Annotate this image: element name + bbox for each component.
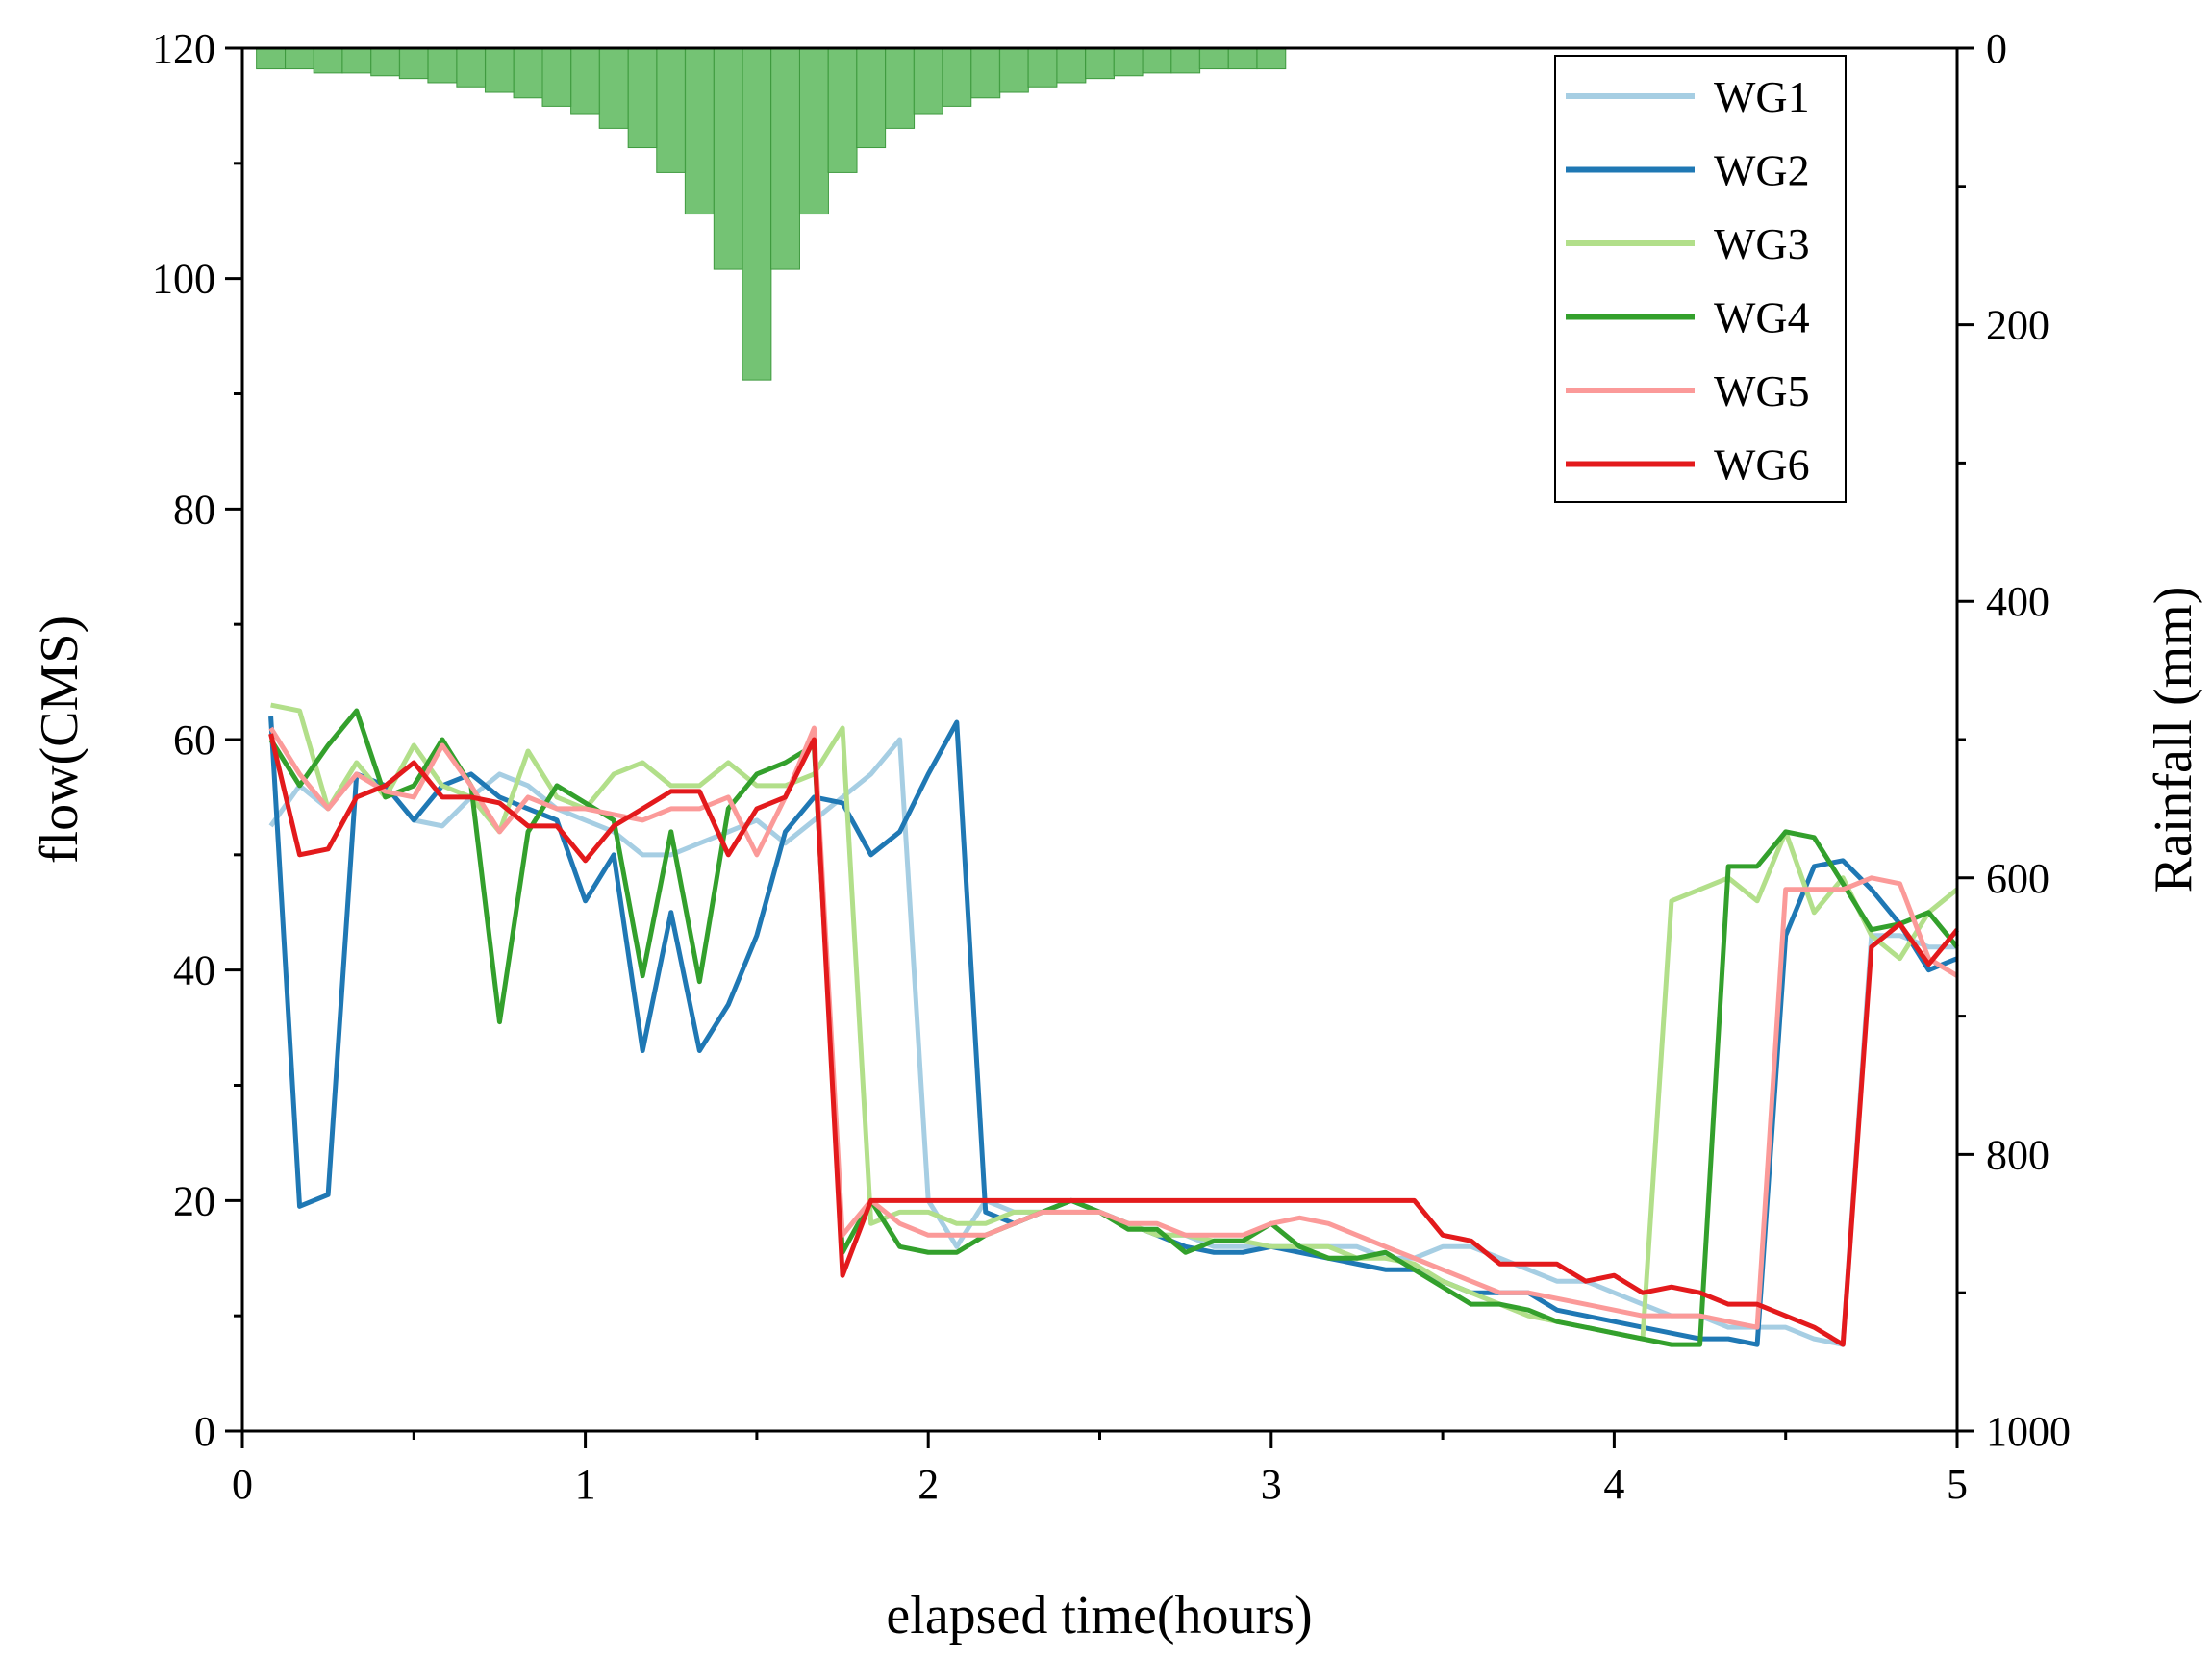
- x-tick-label: 1: [575, 1461, 596, 1508]
- rain-bar: [1198, 47, 1229, 70]
- x-tick-label: 2: [917, 1461, 939, 1508]
- x-tick-label: 4: [1603, 1461, 1624, 1508]
- rain-bar: [1113, 47, 1144, 77]
- rain-bar: [742, 47, 772, 381]
- left-axis-ticks: 0 20 40 60 80 100 120: [152, 25, 242, 1455]
- rain-bar: [885, 47, 916, 129]
- rain-bar: [1056, 47, 1087, 84]
- y2-tick-label: 400: [1986, 578, 2049, 625]
- rain-bar: [770, 47, 800, 270]
- y-tick-label: 0: [194, 1408, 215, 1455]
- rain-bar: [598, 47, 629, 129]
- legend-label-wg3: WG3: [1714, 219, 1810, 268]
- rain-bar: [856, 47, 887, 149]
- x-tick-label: 0: [232, 1461, 253, 1508]
- rain-bar: [1085, 47, 1115, 80]
- series-line-wg4: [268, 708, 1959, 1347]
- rain-bar: [998, 47, 1029, 93]
- rain-bar: [627, 47, 658, 149]
- x-axis-title: elapsed time(hours): [886, 1586, 1312, 1645]
- y-tick-label: 40: [173, 947, 215, 994]
- rain-bar: [484, 47, 515, 93]
- legend-box: [1554, 55, 1847, 503]
- flow-series: [268, 702, 1959, 1347]
- rain-bar: [541, 47, 572, 107]
- rain-bar: [513, 47, 543, 99]
- rain-bar: [1170, 47, 1201, 74]
- y2-axis-title: Rainfall (mm): [2144, 587, 2203, 893]
- rain-bar: [1256, 47, 1287, 70]
- y2-tick-label: 800: [1986, 1131, 2049, 1178]
- rain-bar: [570, 47, 601, 115]
- rain-bar: [656, 47, 687, 173]
- rain-bar: [313, 47, 343, 74]
- rain-bar: [827, 47, 858, 173]
- right-axis-ticks: 0 200 400 600 800 1000: [1957, 25, 2071, 1455]
- rain-bar: [341, 47, 372, 74]
- rain-bar: [456, 47, 487, 88]
- rain-bar: [370, 47, 401, 77]
- legend-label-wg1: WG1: [1714, 72, 1810, 121]
- bottom-axis-ticks: 0 1 2 3 4 5: [232, 1431, 1968, 1508]
- legend-label-wg4: WG4: [1714, 293, 1810, 342]
- legend-label-wg2: WG2: [1714, 146, 1810, 195]
- rain-bar: [1027, 47, 1058, 88]
- y-tick-label: 100: [152, 256, 215, 303]
- y-axis-title: flow(CMS): [30, 615, 89, 864]
- legend-label-wg5: WG5: [1714, 366, 1810, 415]
- rain-bar: [942, 47, 972, 107]
- series-line-wg5: [268, 725, 1959, 1330]
- y2-tick-label: 200: [1986, 302, 2049, 349]
- rain-bar: [913, 47, 943, 115]
- y2-tick-label: 1000: [1986, 1408, 2071, 1455]
- rain-bar: [285, 47, 315, 70]
- y-tick-label: 80: [173, 486, 215, 533]
- y-tick-label: 60: [173, 716, 215, 764]
- rain-bar: [1227, 47, 1258, 70]
- rain-bar: [256, 47, 287, 70]
- rain-bar: [427, 47, 458, 84]
- rain-bar: [398, 47, 429, 80]
- y2-tick-label: 0: [1986, 25, 2007, 72]
- x-tick-label: 3: [1261, 1461, 1282, 1508]
- y-tick-label: 120: [152, 25, 215, 72]
- series-line-wg6: [268, 733, 1959, 1347]
- rainfall-bars: [256, 47, 1287, 381]
- rain-bar: [798, 47, 829, 215]
- y-tick-label: 20: [173, 1177, 215, 1224]
- legend-label-wg6: WG6: [1714, 440, 1810, 490]
- legend: WG1 WG2 WG3 WG4 WG5 WG6: [1554, 55, 1847, 503]
- rain-bar: [1142, 47, 1172, 74]
- rain-bar: [713, 47, 743, 270]
- y2-tick-label: 600: [1986, 855, 2049, 902]
- rain-bar: [970, 47, 1001, 99]
- rain-bar: [684, 47, 715, 215]
- x-tick-label: 5: [1947, 1461, 1968, 1508]
